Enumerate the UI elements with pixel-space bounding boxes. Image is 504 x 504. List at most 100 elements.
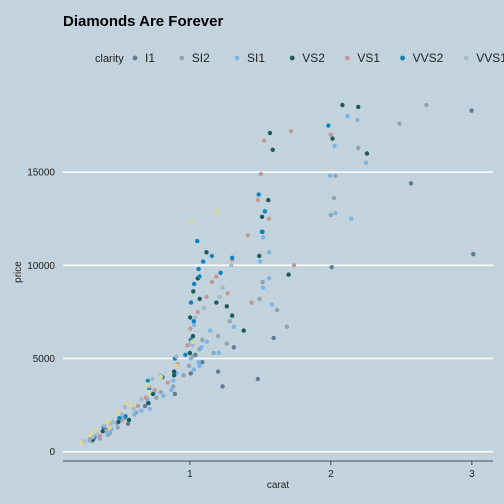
data-point [211,350,216,356]
data-point [200,360,205,365]
data-point [107,425,113,430]
legend-label: SI2 [192,51,210,65]
data-point [329,264,334,270]
data-point [142,403,148,409]
legend-label: VVS2 [413,51,444,65]
data-point [123,414,128,419]
legend-title: clarity [95,53,124,65]
data-point [183,352,188,357]
data-point [215,369,221,374]
data-point [262,209,268,214]
legend-key-i1 [132,55,138,61]
data-point [397,121,402,126]
data-point [217,294,222,300]
data-point [190,339,195,344]
data-point [165,380,171,385]
x-tick-label: 2 [328,469,334,480]
data-point [340,102,345,108]
data-point [245,233,251,238]
data-point [356,104,361,110]
y-tick-label: 0 [49,447,55,458]
legend-key-vvs1 [463,55,469,61]
series-vs2 [90,102,370,442]
data-point [333,210,338,216]
data-point [214,274,219,279]
x-tick-label: 1 [187,469,193,480]
data-point [328,132,334,138]
data-point [161,393,166,398]
data-point [195,309,200,315]
x-tick-label: 3 [469,469,475,480]
data-point [215,333,221,339]
data-point [131,406,136,412]
data-point [197,296,202,302]
data-point [201,305,207,311]
series-si2 [89,102,429,444]
data-point [171,384,176,389]
data-point [191,319,197,324]
data-point [469,108,474,113]
data-point [188,300,194,305]
data-point [260,279,265,285]
data-point [193,315,198,320]
data-point [326,123,331,128]
data-point [364,151,370,156]
legend-label: VS1 [357,51,380,65]
data-point [88,432,93,438]
data-point [190,333,196,339]
data-point [257,253,262,259]
data-point [174,363,179,369]
data-point [199,345,204,350]
data-point [171,373,177,378]
data-point [266,276,272,281]
legend-key-si2 [179,55,185,61]
data-point [115,410,120,415]
data-point [288,128,294,134]
y-tick-label: 15000 [27,168,55,179]
data-point [147,406,153,412]
data-point [125,421,131,426]
data-point [119,412,125,417]
data-point [152,387,157,393]
data-points [79,102,476,445]
data-point [100,428,105,434]
data-point [143,395,149,400]
data-point [105,419,111,425]
data-point [220,384,225,389]
data-point [267,130,273,136]
data-point [196,360,201,365]
data-point [260,285,266,290]
data-point [122,404,127,410]
data-point [345,114,350,119]
data-point [158,389,164,395]
data-point [471,251,476,257]
series-si1 [87,114,369,443]
data-point [187,350,193,356]
data-point [92,428,98,434]
data-point [231,324,237,330]
data-point [200,259,206,264]
y-tick-label: 10000 [27,261,55,272]
data-point [327,173,333,179]
chart-title: Diamonds Are Forever [63,13,223,30]
legend-label: VVS1 [476,51,504,65]
legend-key-vs1 [345,55,350,61]
data-point [145,378,151,384]
data-point [102,423,107,428]
data-point [172,391,178,397]
data-point [216,350,222,356]
data-point [271,335,276,341]
data-point [174,354,179,359]
data-point [154,395,159,400]
data-point [186,363,192,369]
data-point [274,307,280,313]
data-point [128,402,134,408]
series-vs1 [88,128,334,441]
data-point [269,302,275,307]
data-point [191,281,197,287]
data-point [259,214,265,220]
legend-label: I1 [145,51,155,65]
data-point [225,291,230,296]
data-point [229,263,234,268]
